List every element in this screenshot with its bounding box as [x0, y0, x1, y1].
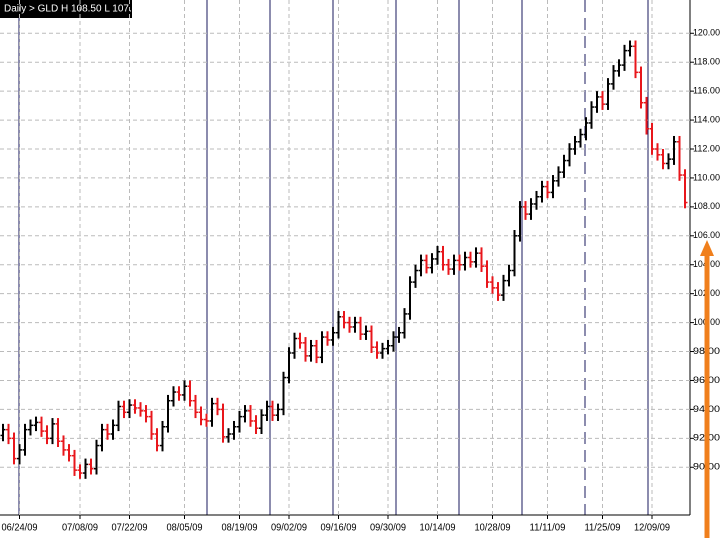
x-tick-label: 10/28/09	[475, 523, 511, 534]
y-tick-label: 114.00	[693, 114, 720, 124]
x-tick-label: 09/30/09	[370, 523, 406, 534]
y-tick-label: 112.00	[693, 143, 720, 153]
x-tick-label: 12/09/09	[634, 523, 670, 534]
y-tick-label: 116.00	[693, 86, 720, 96]
x-tick-label: 11/25/09	[585, 523, 621, 534]
x-tick-label: 06/24/09	[2, 523, 38, 534]
x-tick-label: 08/05/09	[167, 523, 203, 534]
y-tick-label: 120.00	[693, 28, 720, 38]
x-tick-label: 08/19/09	[222, 523, 258, 534]
x-tick-label: 07/22/09	[112, 523, 148, 534]
x-tick-label: 09/16/09	[321, 523, 357, 534]
x-tick-label: 07/08/09	[62, 523, 98, 534]
y-tick-label: 118.00	[693, 57, 720, 67]
title-box	[0, 0, 132, 18]
y-tick-label: 106.00	[693, 230, 720, 240]
chart-title: Daily > GLD H 108.50 L 107.04	[4, 4, 143, 15]
x-tick-label: 09/02/09	[271, 523, 307, 534]
arrow	[700, 240, 714, 538]
y-tick-label: 108.00	[693, 201, 720, 211]
x-tick-label: 11/11/09	[530, 523, 566, 534]
y-tick-label: 110.00	[693, 172, 720, 182]
x-tick-label: 10/14/09	[420, 523, 456, 534]
